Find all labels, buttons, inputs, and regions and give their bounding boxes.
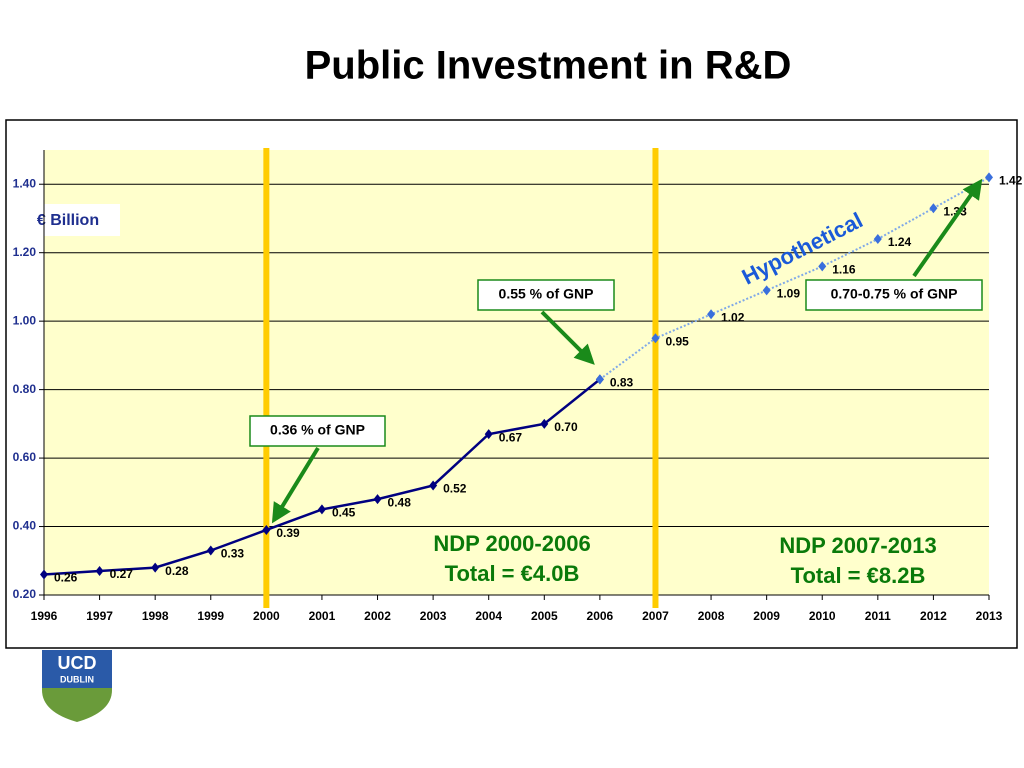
x-tick-label: 2000 [253, 609, 280, 623]
data-point [540, 418, 549, 429]
x-tick-label: 2003 [420, 609, 447, 623]
annotation-text: 0.36 % of GNP [270, 422, 365, 438]
data-label: 0.45 [332, 506, 356, 520]
data-label: 1.09 [777, 287, 801, 301]
data-point [429, 480, 438, 491]
data-point [40, 569, 48, 580]
data-label: 0.27 [110, 567, 134, 581]
x-tick-label: 2007 [642, 609, 669, 623]
data-point [484, 429, 493, 440]
x-tick-label: 2012 [920, 609, 947, 623]
x-tick-label: 2011 [865, 609, 891, 623]
annotation-text: 0.55 % of GNP [499, 286, 594, 302]
data-label: 1.16 [832, 263, 856, 277]
y-axis-label: € Billion [37, 212, 99, 229]
y-label-box [10, 204, 120, 236]
annotation-arrow [271, 446, 320, 524]
data-point [317, 504, 326, 515]
x-tick-label: 2005 [531, 609, 558, 623]
y-tick-label: 1.00 [13, 313, 37, 327]
annotation-box [477, 279, 615, 311]
data-label: 1.42 [999, 174, 1023, 188]
plot-area [44, 150, 989, 595]
y-tick-label: 1.40 [13, 176, 37, 190]
period-name: NDP 2000-2006 [433, 531, 590, 556]
x-tick-label: 2002 [364, 609, 391, 623]
data-label: 0.33 [221, 547, 245, 561]
logo-text: DUBLIN [60, 674, 94, 684]
annotation-arrow [540, 310, 595, 365]
x-tick-label: 2008 [698, 609, 725, 623]
data-label: 1.24 [888, 235, 912, 249]
period-total: Total = €4.0B [445, 561, 580, 586]
data-point [206, 545, 215, 556]
logo: UCD DUBLIN [42, 650, 112, 722]
y-tick-label: 0.80 [13, 382, 37, 396]
data-label: 0.26 [54, 571, 78, 585]
logo-top [42, 650, 112, 688]
x-tick-label: 2004 [475, 609, 502, 623]
data-point [151, 562, 160, 573]
period-total: Total = €8.2B [791, 563, 926, 588]
y-tick-label: 0.60 [13, 450, 37, 464]
chart-title: Public Investment in R&D [305, 44, 792, 88]
annotation-box [805, 279, 983, 311]
data-point [707, 309, 716, 320]
data-label: 0.28 [165, 564, 189, 578]
x-tick-label: 2006 [587, 609, 614, 623]
x-tick-label: 1999 [197, 609, 224, 623]
annotation-arrow [912, 178, 983, 278]
data-point [985, 172, 993, 183]
series-line [599, 176, 990, 381]
x-tick-label: 2013 [976, 609, 1003, 623]
annotation-box [249, 415, 386, 447]
data-point [651, 333, 660, 344]
data-label: 0.70 [554, 420, 578, 434]
x-tick-label: 1996 [31, 609, 58, 623]
data-label: 0.39 [276, 526, 300, 540]
data-label: 0.95 [665, 334, 689, 348]
period-name: NDP 2007-2013 [779, 533, 936, 558]
data-label: 0.52 [443, 482, 467, 496]
logo-text: UCD [58, 653, 97, 673]
data-point [373, 494, 382, 505]
data-label: 1.02 [721, 310, 745, 324]
y-tick-label: 1.20 [13, 245, 37, 259]
data-point [818, 261, 827, 272]
x-tick-label: 2001 [309, 609, 336, 623]
data-label: 0.48 [388, 495, 412, 509]
data-point [262, 524, 271, 535]
x-tick-label: 2009 [753, 609, 780, 623]
data-point [762, 285, 771, 296]
y-tick-label: 0.20 [13, 587, 37, 601]
data-label: 0.83 [610, 376, 634, 390]
data-point [873, 234, 882, 244]
x-tick-label: 1998 [142, 609, 169, 623]
x-tick-label: 1997 [86, 609, 113, 623]
data-label: 0.67 [499, 430, 523, 444]
data-point [595, 374, 604, 385]
x-tick-label: 2010 [809, 609, 836, 623]
data-point [929, 203, 938, 214]
data-point [95, 566, 104, 577]
y-tick-label: 0.40 [13, 519, 37, 533]
annotation-text: 0.70-0.75 % of GNP [831, 286, 958, 302]
